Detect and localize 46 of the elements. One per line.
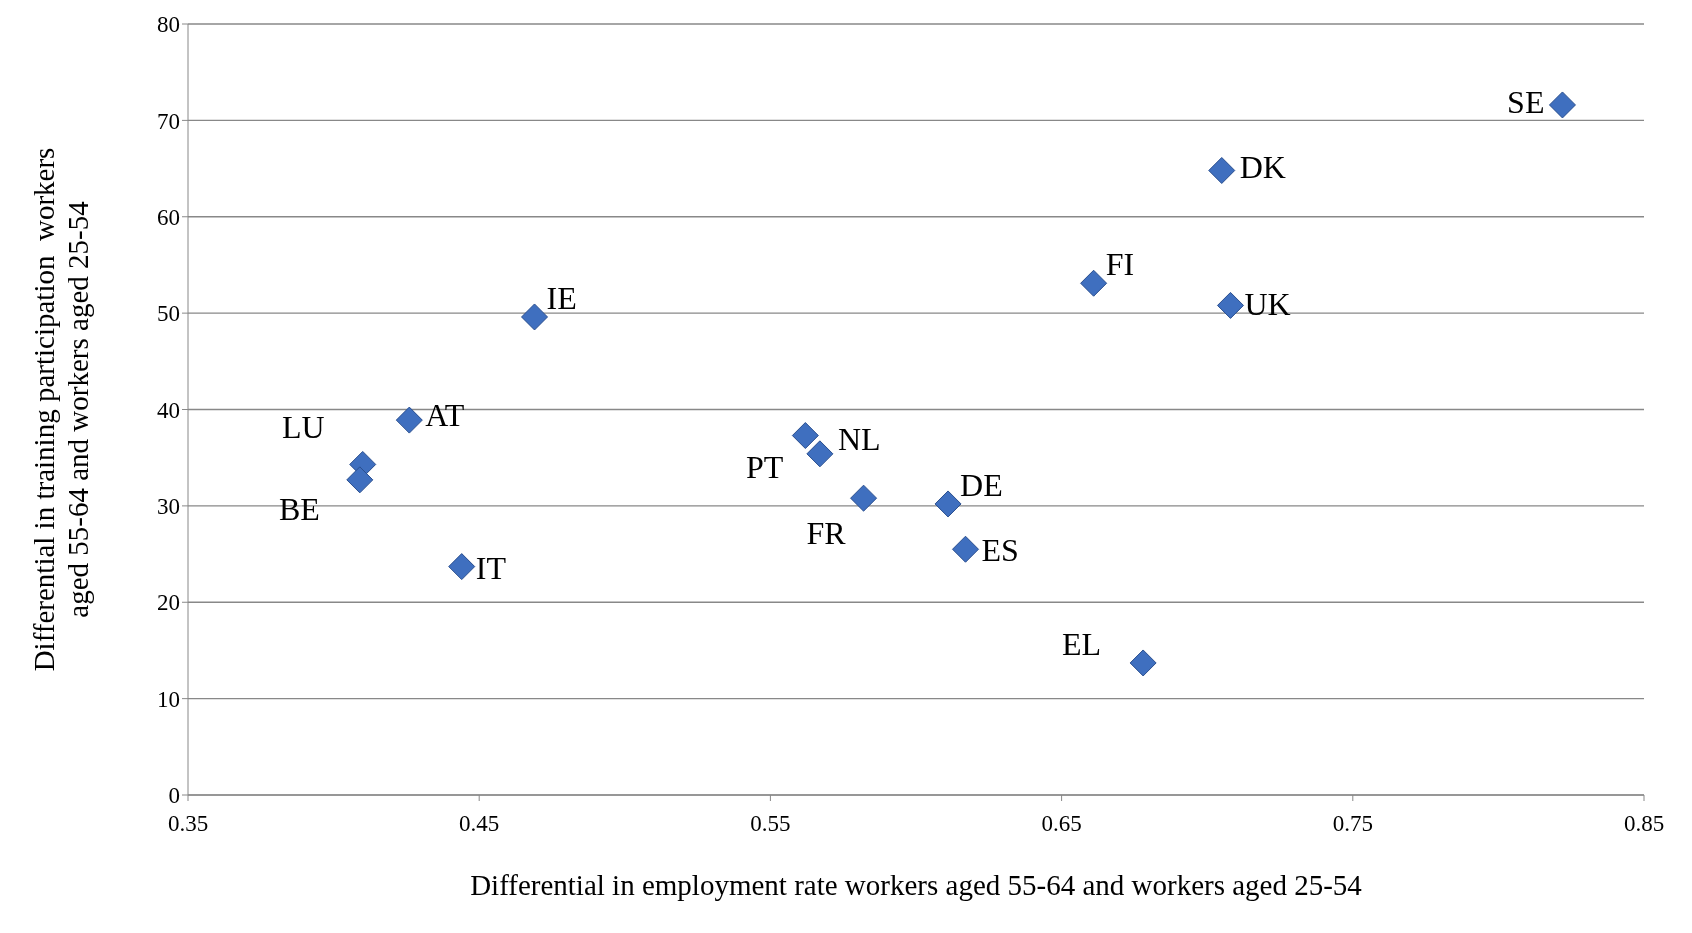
- x-tick-label: 0.55: [750, 811, 791, 837]
- point: [850, 484, 878, 512]
- point: [448, 553, 476, 581]
- x-axis-title: Differential in employment rate workers aged 55-64 and workers aged 25-54: [470, 869, 1363, 901]
- point: [1080, 269, 1108, 297]
- y-tick-label: 20: [157, 590, 180, 616]
- point: [1548, 91, 1576, 119]
- x-tick-label: 0.75: [1332, 811, 1373, 837]
- y-tick-label: 80: [157, 12, 180, 38]
- y-tick-label: 70: [157, 108, 180, 134]
- y-tick-label: 0: [168, 783, 180, 809]
- point: [1129, 649, 1157, 677]
- annotation: LU: [282, 409, 325, 446]
- point: [1217, 291, 1244, 319]
- annotation: DE: [960, 466, 1003, 503]
- annotation: EL: [1062, 625, 1102, 662]
- annotation: SE: [1507, 83, 1545, 120]
- point: [806, 440, 834, 468]
- x-tick-label: 0.65: [1041, 811, 1082, 837]
- y-tick-label: 40: [157, 397, 180, 423]
- x-tick-label: 0.45: [459, 811, 500, 837]
- y-tick-label: 30: [157, 494, 180, 520]
- annotation: IT: [475, 549, 507, 586]
- annotation: ES: [981, 532, 1019, 569]
- y-tick-label: 50: [157, 301, 180, 327]
- annotation: PT: [746, 448, 784, 485]
- annotation: FR: [806, 515, 847, 552]
- annotation: IE: [546, 279, 577, 316]
- annotation: UK: [1244, 286, 1291, 323]
- x-tick-label: 0.35: [167, 811, 209, 837]
- y-tick-label: 10: [157, 686, 180, 712]
- point: [1208, 156, 1236, 184]
- point: [346, 466, 374, 494]
- point: [934, 490, 962, 518]
- point: [521, 303, 549, 331]
- annotation: FI: [1105, 246, 1135, 283]
- annotation: NL: [837, 420, 881, 457]
- x-tick-label: 0.85: [1623, 811, 1665, 837]
- point: [791, 422, 819, 450]
- point: [395, 406, 423, 434]
- annotation: BE: [278, 490, 320, 527]
- annotation: DK: [1239, 149, 1286, 186]
- y-axis-title: Differential in training participation workers aged 55-64 and workers aged 25-54: [28, 147, 94, 672]
- annotation: AT: [425, 397, 465, 434]
- y-tick-label: 60: [157, 204, 180, 230]
- point: [952, 535, 979, 563]
